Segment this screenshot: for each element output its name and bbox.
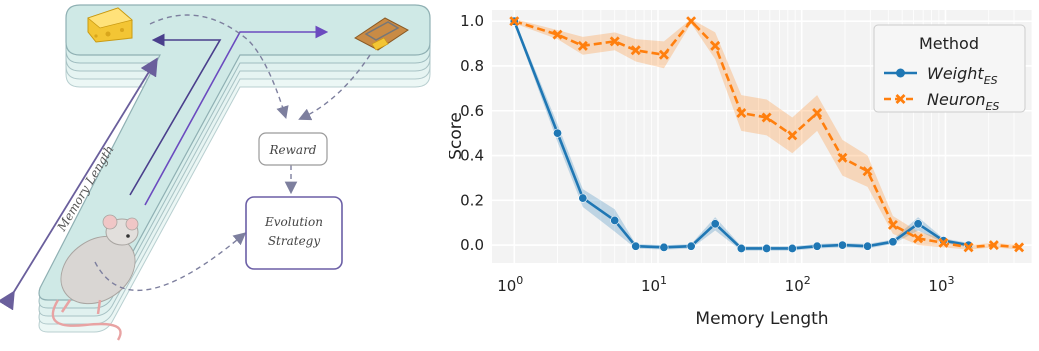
data-point xyxy=(837,152,848,163)
data-point xyxy=(913,233,924,244)
data-point xyxy=(837,240,847,250)
legend-entry-neuron: NeuronES xyxy=(927,90,999,113)
data-point xyxy=(736,108,747,118)
data-point xyxy=(552,29,563,40)
data-point xyxy=(887,219,898,230)
legend: Method WeightES NeuronES xyxy=(873,24,1026,113)
data-point xyxy=(631,241,641,251)
data-point xyxy=(609,36,620,47)
data-point xyxy=(578,193,588,203)
data-point xyxy=(659,242,669,252)
score-chart: 0.0 0.2 0.4 0.6 0.8 1.0 100 101 102 103 Score Me… xyxy=(449,10,1033,329)
mousetrap-icon xyxy=(354,17,409,51)
evolution-strategy-box xyxy=(245,196,343,270)
data-point xyxy=(938,237,949,248)
data-point xyxy=(577,40,588,51)
x-tick-label: 102 xyxy=(785,274,811,295)
legend-entry-weight: WeightES xyxy=(927,64,998,87)
reward-box xyxy=(258,132,328,166)
data-point xyxy=(610,215,620,225)
data-point xyxy=(736,243,746,253)
path-right-arrow xyxy=(144,25,329,206)
series-lines xyxy=(513,19,1020,250)
data-point xyxy=(630,45,641,56)
series-markers xyxy=(509,16,1025,253)
data-point xyxy=(812,241,822,251)
memory-length-arrow xyxy=(0,57,158,311)
path-left-arrow xyxy=(129,33,222,196)
data-point xyxy=(963,242,974,253)
x-tick-label: 101 xyxy=(641,274,667,295)
cheese-icon xyxy=(87,7,133,43)
data-point xyxy=(1014,242,1025,253)
data-point xyxy=(553,128,563,138)
data-point xyxy=(787,130,798,141)
data-point xyxy=(710,219,720,229)
maze-diagram: Memory Length xyxy=(0,4,431,341)
y-tick-label: 0.6 xyxy=(460,102,484,120)
mouse-icon xyxy=(51,214,139,341)
data-point xyxy=(787,243,797,253)
data-point xyxy=(658,49,669,60)
legend-title: Method xyxy=(919,34,979,53)
y-tick-label: 0.2 xyxy=(460,191,484,209)
x-tick-label: 100 xyxy=(497,274,523,295)
evolution-label-line1: Evolution xyxy=(264,215,323,229)
data-point xyxy=(863,241,873,251)
legend-box xyxy=(873,24,1026,113)
x-tick-label: 103 xyxy=(928,274,954,295)
confidence-band-1 xyxy=(514,18,1020,250)
y-tick-label: 0.4 xyxy=(460,147,484,165)
data-point xyxy=(988,240,999,251)
series-line-0 xyxy=(513,20,969,250)
mouse-to-es-arrow xyxy=(94,232,247,292)
data-point xyxy=(862,166,873,177)
data-point xyxy=(509,16,520,27)
series-line-1 xyxy=(513,19,1020,249)
y-tick-label: 1.0 xyxy=(460,12,484,30)
data-point xyxy=(812,108,823,118)
trap-to-reward-arrow xyxy=(298,54,371,121)
legend-marker-weight xyxy=(896,68,905,78)
data-point xyxy=(686,16,697,27)
x-tick-labels: 100 101 102 103 xyxy=(497,274,954,295)
y-tick-label: 0.0 xyxy=(460,236,484,254)
cheese-to-reward-arrow xyxy=(149,14,289,120)
legend-marker-neuron xyxy=(895,94,906,104)
data-point xyxy=(888,237,898,247)
data-point xyxy=(762,243,772,253)
data-point xyxy=(710,40,721,51)
reward-label: Reward xyxy=(269,143,317,157)
y-tick-label: 0.8 xyxy=(460,57,484,75)
y-tick-labels: 0.0 0.2 0.4 0.6 0.8 1.0 xyxy=(460,12,484,254)
x-axis-label: Memory Length xyxy=(695,309,828,329)
data-point xyxy=(686,241,696,251)
data-point xyxy=(913,219,923,229)
evolution-label-line2: Strategy xyxy=(268,234,321,248)
data-point xyxy=(761,112,772,123)
y-axis-label: Score xyxy=(449,112,466,160)
